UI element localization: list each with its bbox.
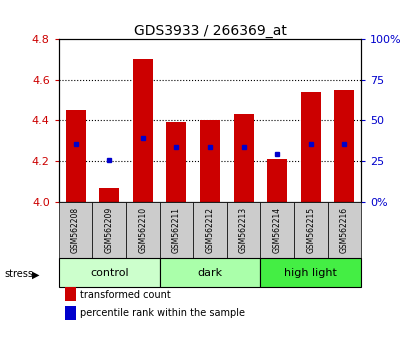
Text: percentile rank within the sample: percentile rank within the sample	[80, 308, 245, 318]
Bar	[227, 202, 260, 258]
Text: high light: high light	[284, 268, 337, 278]
Bar	[166, 122, 186, 202]
Bar	[59, 202, 92, 258]
Bar	[200, 120, 220, 202]
Text: GSM562211: GSM562211	[172, 207, 181, 253]
Bar	[267, 159, 287, 202]
Bar	[260, 202, 294, 258]
Text: GSM562212: GSM562212	[205, 207, 215, 253]
Bar	[59, 258, 160, 287]
Bar	[66, 110, 86, 202]
Bar	[193, 202, 227, 258]
Bar	[294, 202, 328, 258]
Bar	[328, 202, 361, 258]
Text: GSM562213: GSM562213	[239, 207, 248, 253]
Text: GSM562208: GSM562208	[71, 207, 80, 253]
Bar	[99, 188, 119, 202]
Bar	[260, 258, 361, 287]
Bar	[92, 202, 126, 258]
Text: ▶: ▶	[32, 269, 39, 279]
Text: control: control	[90, 268, 129, 278]
Text: GSM562209: GSM562209	[105, 207, 114, 253]
Bar	[301, 92, 321, 202]
Bar	[234, 114, 254, 202]
Text: GSM562210: GSM562210	[138, 207, 147, 253]
Text: stress: stress	[4, 269, 33, 279]
Bar	[160, 202, 193, 258]
Bar	[334, 90, 354, 202]
Text: GSM562216: GSM562216	[340, 207, 349, 253]
Text: dark: dark	[197, 268, 223, 278]
Bar	[126, 202, 160, 258]
Title: GDS3933 / 266369_at: GDS3933 / 266369_at	[134, 24, 286, 38]
Bar	[160, 258, 260, 287]
Text: GSM562214: GSM562214	[273, 207, 282, 253]
Text: transformed count: transformed count	[80, 290, 171, 300]
Text: GSM562215: GSM562215	[306, 207, 315, 253]
Bar	[133, 59, 153, 202]
